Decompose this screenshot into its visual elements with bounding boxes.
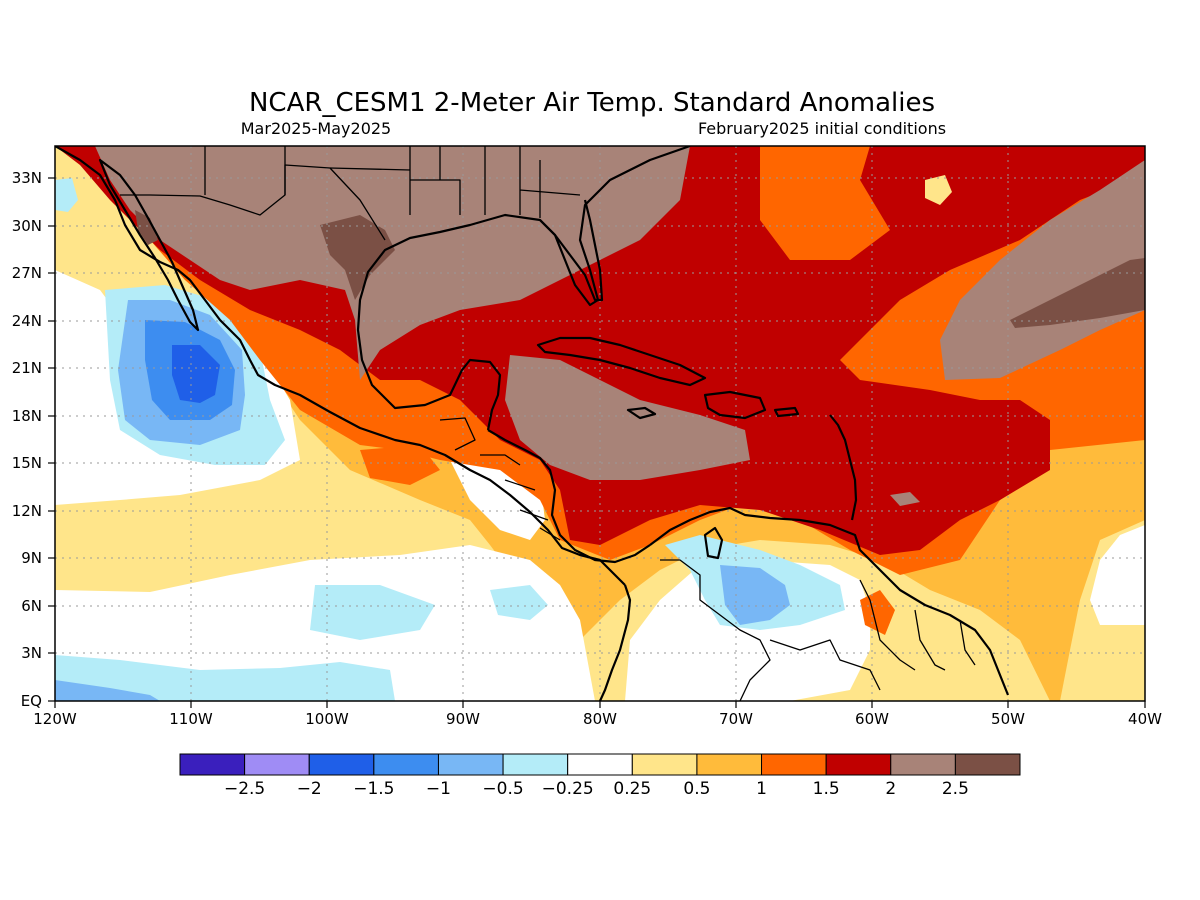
mexico-pacific-coast [55, 146, 626, 586]
lat-label: 6N [21, 597, 42, 615]
coastlines [55, 146, 1010, 701]
lat-label: 18N [12, 407, 42, 425]
lat-label: 3N [21, 644, 42, 662]
field-neg-0.25-pacific-blob [310, 585, 435, 640]
colorbar-label: 0.5 [683, 779, 710, 799]
lon-label: 90W [446, 710, 480, 728]
colorbar-swatch [761, 753, 827, 776]
field-neg-1.5-mexico [172, 345, 220, 403]
colorbar-labels: −2.5 −2 −1.5 −1 −0.5 −0.25 0.25 0.5 1 1.5 2 2.5 [224, 779, 969, 799]
lon-label: 110W [169, 710, 213, 728]
colorbar-swatch [308, 753, 375, 776]
colorbar-label: 1 [756, 779, 767, 799]
colorbar-swatch [373, 753, 439, 776]
lon-label: 50W [991, 710, 1025, 728]
field-neg-0.25-small-blob [490, 585, 548, 620]
lon-label: 40W [1128, 710, 1162, 728]
field-2-2.5-usa [95, 146, 690, 380]
field-gt-2.5-gulf-of-california [135, 210, 158, 245]
lat-label: 15N [12, 454, 42, 472]
colorbar-swatch [890, 753, 956, 776]
colorbar-label: −0.25 [542, 779, 594, 799]
lat-label: 24N [12, 312, 42, 330]
lon-label: 70W [719, 710, 753, 728]
colorbar-label: 2.5 [942, 779, 969, 799]
field-2-2.5-caribbean [505, 355, 750, 480]
colorbar-swatch [179, 753, 246, 776]
lat-label: 33N [12, 169, 42, 187]
colorbar-swatch [825, 753, 892, 776]
field-neg-0.5-venezuela [720, 565, 790, 625]
anomaly-field [55, 146, 1145, 701]
gulf-coast [356, 146, 691, 431]
south-america-borders [660, 559, 976, 701]
puerto-rico [773, 406, 800, 418]
colorbar-label: −0.5 [482, 779, 523, 799]
colorbar [179, 753, 1021, 776]
central-america-caribbean [487, 429, 651, 564]
lat-label: 27N [12, 264, 42, 282]
south-america-north-coast [598, 506, 1010, 701]
lon-label: 80W [583, 710, 617, 728]
lon-label: 60W [855, 710, 889, 728]
lat-tick-labels: 33N 30N 27N 24N 21N 18N 15N 12N 9N 6N 3N… [12, 169, 42, 710]
central-america-borders [439, 417, 561, 541]
colorbar-label: 1.5 [813, 779, 840, 799]
lat-label: 12N [12, 502, 42, 520]
lat-label: 21N [12, 359, 42, 377]
field-2-2.5-small [890, 492, 920, 506]
florida [539, 199, 604, 302]
field-neutral-atlantic [1090, 525, 1145, 625]
colorbar-label: −1 [426, 779, 451, 799]
country-borders [120, 146, 976, 701]
map-title: NCAR_CESM1 2-Meter Air Temp. Standard An… [249, 88, 935, 118]
colorbar-swatch [567, 753, 633, 776]
lake-maracaibo [703, 526, 724, 560]
hispaniola [703, 390, 767, 420]
field-1-1.5-pacific-blob [360, 445, 440, 485]
field-0.25-0.5-atlantic-spot [925, 175, 952, 205]
colorbar-swatch [502, 753, 569, 776]
field-neg-0.25-atlantic-nw [55, 178, 78, 212]
lon-tick-labels: 120W 110W 100W 90W 80W 70W 60W 50W 40W [33, 710, 1162, 728]
jamaica [626, 406, 657, 420]
init-subtitle: February2025 initial conditions [698, 119, 946, 138]
lesser-antilles [829, 414, 858, 521]
colorbar-label: −2.5 [224, 779, 265, 799]
colorbar-label: 0.25 [613, 779, 651, 799]
colorbar-swatch [631, 753, 698, 776]
baja-peninsula [98, 158, 200, 332]
colorbar-label: −1.5 [353, 779, 394, 799]
field-2-2.5-atlantic [940, 160, 1145, 380]
colorbar-swatch [954, 753, 1021, 776]
lat-label: 30N [12, 217, 42, 235]
field-neg-0.25-tropical-pacific [55, 655, 395, 701]
field-gt-2.5-atlantic [1010, 258, 1145, 328]
period-subtitle: Mar2025-May2025 [241, 119, 391, 138]
field-1-1.5-guiana [860, 590, 895, 635]
us-state-lines [204, 146, 581, 218]
lon-label: 120W [33, 710, 77, 728]
colorbar-swatch [437, 753, 504, 776]
lat-label: EQ [21, 692, 42, 710]
lat-label: 9N [21, 549, 42, 567]
colorbar-label: −2 [297, 779, 322, 799]
us-mexico-border [120, 164, 386, 241]
colorbar-swatch [696, 753, 763, 776]
lat-tick-marks [48, 177, 55, 702]
field-gt-2.5-texas [320, 215, 395, 300]
lon-label: 100W [305, 710, 349, 728]
cuba [536, 336, 707, 387]
colorbar-swatch [244, 753, 310, 776]
colorbar-label: 2 [885, 779, 896, 799]
lon-tick-marks [54, 701, 1146, 708]
field-neg-0.5-pacific-west [55, 680, 160, 701]
